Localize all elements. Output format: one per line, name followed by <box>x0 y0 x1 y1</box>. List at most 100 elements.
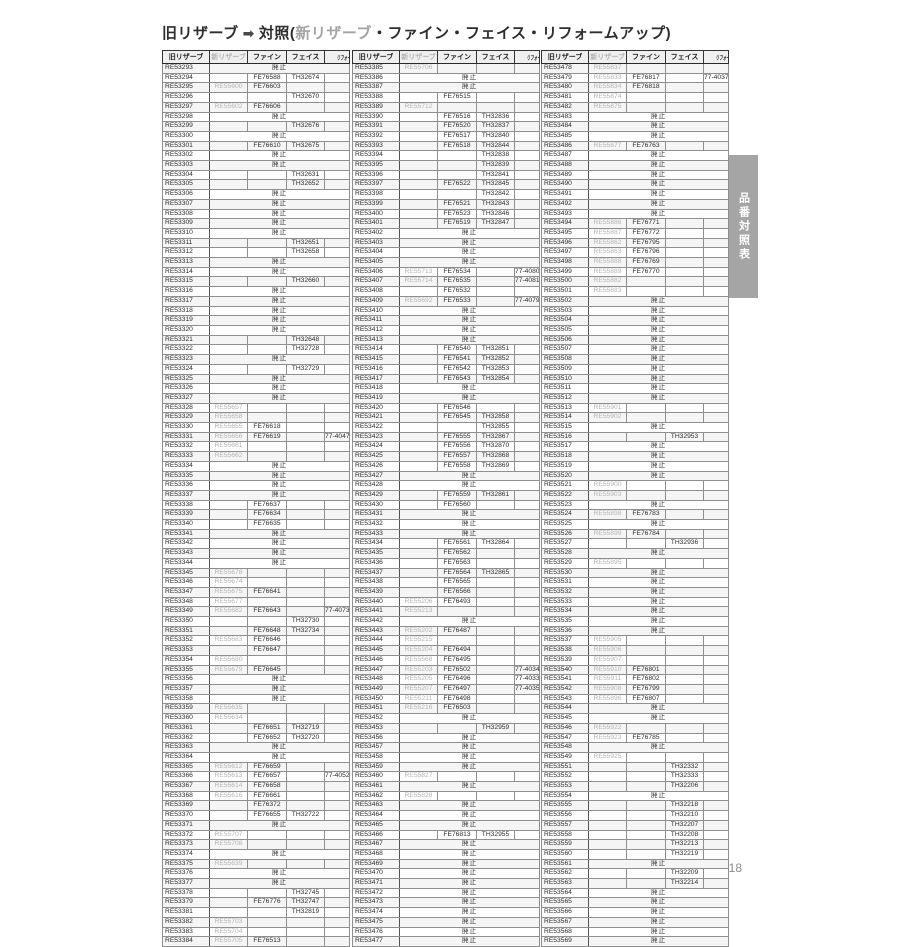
table-row: RE53494 RE55886 FE76771 <box>541 218 729 229</box>
cell-face-code <box>286 829 325 841</box>
cell-reform-code <box>324 800 350 812</box>
cell-fine-code: FE76556 <box>437 441 477 453</box>
cell-old-code: RE53416 <box>352 363 400 375</box>
cell-face-code: TH32844 <box>476 140 515 152</box>
cell-reform-code <box>703 63 729 74</box>
table-row: RE53369 FE76372 <box>162 800 350 812</box>
cell-old-code: RE53429 <box>352 489 400 501</box>
cell-old-code: RE53386 <box>352 72 400 84</box>
cell-discontinued: 廃止 <box>399 858 540 870</box>
cell-reform-code <box>324 907 350 918</box>
cell-new-code <box>588 538 627 550</box>
cell-old-code: RE53372 <box>162 829 210 841</box>
table-row: RE53496 RE55862 FE76795 <box>541 237 729 249</box>
cell-old-code: RE53409 <box>352 295 400 307</box>
cell-old-code: RE53566 <box>541 907 589 918</box>
cell-fine-code: FE76795 <box>626 237 666 249</box>
cell-new-code: RE55714 <box>399 276 438 288</box>
cell-old-code: RE53396 <box>352 169 400 181</box>
cell-old-code: RE53541 <box>541 674 589 685</box>
cell-discontinued: 廃止 <box>588 422 729 433</box>
cell-reform-code <box>324 829 350 841</box>
cell-face-code <box>476 402 515 414</box>
cell-fine-code: FE76799 <box>626 684 666 695</box>
cell-old-code: RE53531 <box>541 577 589 588</box>
table-row: RE53344 廃止 <box>162 557 350 569</box>
cell-reform-code <box>324 916 350 928</box>
cell-old-code: RE53317 <box>162 295 210 307</box>
table-row: RE53401 FE76519 TH32847 <box>352 218 540 229</box>
cell-new-code: RE55874 <box>588 92 627 103</box>
cell-old-code: RE53373 <box>162 839 210 850</box>
cell-face-code <box>286 101 325 113</box>
table-row: RE53527 TH32936 <box>541 538 729 550</box>
cell-discontinued: 廃止 <box>588 354 729 365</box>
table-row: RE53504 廃止 <box>541 315 729 326</box>
table-row: RE53322 TH32728 <box>162 344 350 356</box>
cell-old-code: RE53481 <box>541 92 589 103</box>
table-row: RE53521 RE55900 <box>541 480 729 491</box>
cell-fine-code: FE76652 <box>247 732 287 744</box>
cell-reform-code <box>514 373 540 385</box>
cell-face-code: TH32864 <box>476 538 515 550</box>
cell-reform-code <box>514 111 540 123</box>
cell-new-code <box>399 363 438 375</box>
cell-fine-code <box>437 189 477 200</box>
cell-new-code: RE55899 <box>588 528 627 540</box>
table-row: RE53427 廃止 <box>352 470 540 482</box>
table-row: RE53404 廃止 <box>352 247 540 259</box>
cell-reform-code <box>703 664 729 676</box>
cell-new-code: RE55655 <box>209 422 248 433</box>
cell-face-code <box>665 237 704 249</box>
cell-old-code: RE53559 <box>541 839 589 850</box>
table-row: RE53363 廃止 <box>162 742 350 753</box>
cell-discontinued: 廃止 <box>399 887 540 899</box>
cell-fine-code: FE76776 <box>247 897 287 909</box>
cell-new-code: RE55614 <box>209 781 248 792</box>
cell-face-code <box>286 664 325 676</box>
cell-face-code <box>476 101 515 113</box>
table-row: RE53456 廃止 <box>352 732 540 744</box>
table-row: RE53377 廃止 <box>162 878 350 889</box>
table-row: RE53316 廃止 <box>162 286 350 297</box>
cell-old-code: RE53505 <box>541 324 589 336</box>
table-row: RE53395 TH32839 <box>352 160 540 171</box>
cell-old-code: RE53508 <box>541 354 589 365</box>
table-row: RE53328 RE55657 <box>162 402 350 414</box>
cell-face-code: TH32734 <box>286 625 325 637</box>
cell-fine-code: FE76634 <box>247 509 287 521</box>
table-row: RE53489 廃止 <box>541 169 729 181</box>
table-row: RE53516 TH32953 <box>541 431 729 443</box>
cell-fine-code: FE76772 <box>626 227 666 239</box>
table-row: RE53297 RE55602 FE76606 <box>162 101 350 113</box>
cell-reform-code <box>703 810 729 821</box>
table-row: RE53351 FE76648 TH32734 <box>162 625 350 637</box>
cell-old-code: RE53343 <box>162 548 210 559</box>
cell-face-code: TH32936 <box>665 538 704 550</box>
cell-fine-code: FE76497 <box>437 684 477 695</box>
cell-new-code: RE55639 <box>209 858 248 870</box>
table-row: RE53441 RE55213 <box>352 606 540 618</box>
cell-new-code <box>588 868 627 880</box>
cell-face-code <box>665 257 704 268</box>
cell-new-code <box>209 179 248 191</box>
table-row: RE53331 RE55656 FE76619 77-4047 <box>162 431 350 443</box>
table-row: RE53410 廃止 <box>352 305 540 317</box>
cell-discontinued: 廃止 <box>399 926 540 938</box>
table-row: RE53434 FE76561 TH32864 <box>352 538 540 550</box>
table-row: RE53451 RE55216 FE76503 <box>352 703 540 715</box>
cell-reform-code <box>324 412 350 424</box>
cell-reform-code <box>324 586 350 598</box>
table-row: RE53390 FE76516 TH32836 <box>352 111 540 123</box>
cell-fine-code: FE76785 <box>626 732 666 744</box>
cell-face-code <box>665 528 704 540</box>
cell-new-code: RE55207 <box>399 684 438 695</box>
cell-old-code: RE53370 <box>162 810 210 821</box>
cell-fine-code <box>626 868 666 880</box>
cell-old-code: RE53350 <box>162 616 210 627</box>
cell-old-code: RE53310 <box>162 227 210 239</box>
cell-old-code: RE53471 <box>352 878 400 889</box>
cell-face-code <box>286 645 325 656</box>
cell-old-code: RE53385 <box>352 63 400 74</box>
cell-discontinued: 廃止 <box>588 790 729 802</box>
